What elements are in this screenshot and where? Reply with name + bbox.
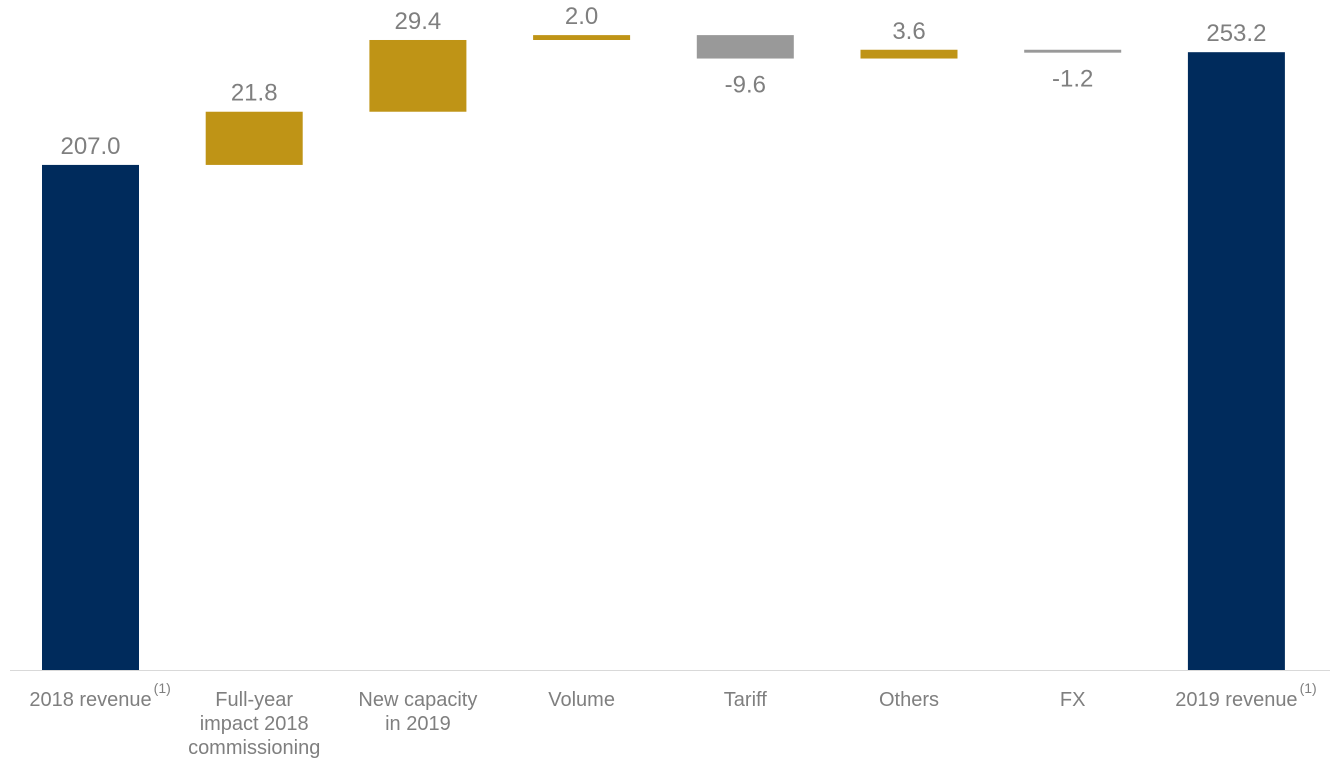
bar-0	[42, 164, 139, 671]
value-label-4: -9.6	[725, 72, 766, 99]
category-label-1: Full-year impact 2018 commissioning	[188, 689, 320, 759]
bar-3	[533, 35, 631, 40]
value-label-1: 21.8	[231, 80, 278, 107]
category-label-6: FX	[1060, 689, 1086, 711]
bar-1	[205, 111, 303, 165]
category-label-2: New capacity in 2019	[358, 689, 477, 735]
category-label-7: 2019 revenue	[1175, 689, 1297, 711]
category-label-0: 2018 revenue	[29, 689, 151, 711]
bar-2	[369, 39, 467, 112]
footnote-marker-0: (1)	[154, 680, 171, 696]
value-label-5: 3.6	[892, 18, 925, 45]
bar-7	[1187, 52, 1285, 670]
category-label-4: Tariff	[724, 689, 767, 711]
footnote-marker-7: (1)	[1300, 680, 1317, 696]
category-label-5: Others	[879, 689, 939, 711]
value-label-3: 2.0	[565, 3, 598, 30]
value-label-0: 207.0	[60, 133, 120, 160]
category-label-3: Volume	[548, 689, 615, 711]
bar-6	[1024, 49, 1122, 53]
value-label-2: 29.4	[395, 8, 442, 35]
bar-5	[860, 49, 958, 59]
value-label-7: 253.2	[1206, 20, 1266, 47]
value-label-6: -1.2	[1052, 66, 1093, 93]
bar-4	[696, 35, 794, 59]
